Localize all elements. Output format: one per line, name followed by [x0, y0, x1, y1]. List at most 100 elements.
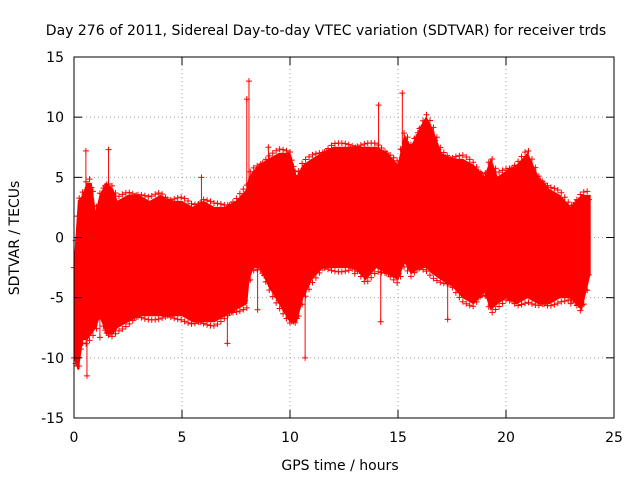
data-point — [433, 277, 440, 284]
data-point — [280, 310, 287, 317]
data-point — [487, 301, 494, 308]
data-point — [292, 319, 299, 326]
data-point — [459, 298, 466, 305]
data-point — [466, 156, 473, 163]
data-point — [435, 271, 442, 278]
data-point — [105, 332, 112, 339]
data-point — [496, 169, 503, 176]
data-point — [338, 140, 345, 147]
data-point — [489, 309, 496, 316]
data-point — [560, 290, 567, 297]
data-point — [248, 173, 255, 180]
data-point — [473, 298, 480, 305]
data-point — [497, 175, 504, 182]
data-point — [314, 155, 321, 162]
data-point — [185, 319, 192, 326]
data-point — [304, 163, 311, 170]
data-point — [357, 273, 364, 280]
data-point — [522, 149, 529, 156]
data-point — [281, 153, 288, 160]
data-point — [185, 197, 192, 204]
data-point — [250, 164, 257, 171]
data-point — [363, 272, 370, 279]
y-tick-label: 10 — [46, 110, 64, 126]
data-point — [209, 207, 216, 214]
data-point — [181, 195, 188, 202]
data-point — [141, 192, 148, 199]
data-point — [468, 296, 475, 303]
data-point — [558, 189, 565, 196]
data-point — [274, 294, 281, 301]
data-point — [290, 163, 297, 170]
data-point — [577, 307, 584, 314]
data-point — [513, 164, 520, 171]
outlier-point — [83, 372, 90, 379]
data-point — [311, 158, 318, 165]
data-point — [404, 134, 411, 141]
data-point — [411, 269, 418, 276]
data-point — [174, 194, 181, 201]
data-point — [361, 140, 368, 147]
data-point — [584, 287, 591, 294]
data-point — [307, 160, 314, 167]
data-point — [546, 188, 553, 195]
data-point — [102, 327, 109, 334]
data-point — [200, 320, 207, 327]
data-point — [76, 362, 83, 369]
data-point — [124, 195, 131, 202]
data-point — [426, 117, 433, 124]
data-point — [518, 301, 525, 308]
data-point — [397, 273, 404, 280]
data-point — [285, 152, 292, 159]
data-point — [513, 298, 520, 305]
y-tick-label: 0 — [55, 231, 64, 247]
data-point — [478, 170, 485, 177]
data-point — [473, 164, 480, 171]
data-point — [312, 150, 319, 157]
data-point — [328, 267, 335, 274]
data-point — [152, 191, 159, 198]
data-point — [207, 198, 214, 205]
outlier-point — [444, 316, 451, 323]
data-point — [584, 188, 591, 195]
data-point — [547, 184, 554, 191]
data-point — [470, 159, 477, 166]
data-point — [276, 305, 283, 312]
data-point — [523, 155, 530, 162]
y-tick-label: -5 — [50, 291, 64, 307]
data-point — [437, 279, 444, 286]
data-point — [525, 299, 532, 306]
data-point — [406, 264, 413, 271]
data-point — [378, 145, 385, 152]
data-point — [77, 197, 84, 204]
data-point — [217, 200, 224, 207]
data-point — [483, 169, 490, 176]
data-point — [585, 271, 592, 278]
data-point — [527, 292, 534, 299]
data-point — [560, 199, 567, 206]
data-point — [456, 294, 463, 301]
data-point — [126, 189, 133, 196]
data-point — [503, 296, 509, 303]
data-point — [577, 191, 584, 198]
data-point — [297, 169, 304, 176]
data-point — [454, 159, 461, 166]
data-point — [566, 292, 573, 299]
data-point — [342, 140, 349, 147]
data-point — [100, 323, 107, 330]
data-point — [528, 300, 535, 307]
data-point — [136, 311, 143, 318]
data-point — [452, 289, 459, 296]
data-point — [271, 156, 278, 163]
data-point — [428, 265, 435, 272]
data-point — [399, 260, 406, 267]
data-point — [266, 152, 273, 159]
data-point — [547, 302, 554, 309]
data-point — [299, 301, 306, 308]
data-point — [487, 161, 494, 168]
data-point — [480, 174, 487, 181]
y-tick-label: 15 — [46, 50, 64, 66]
data-point — [344, 261, 351, 268]
data-point — [554, 300, 561, 307]
